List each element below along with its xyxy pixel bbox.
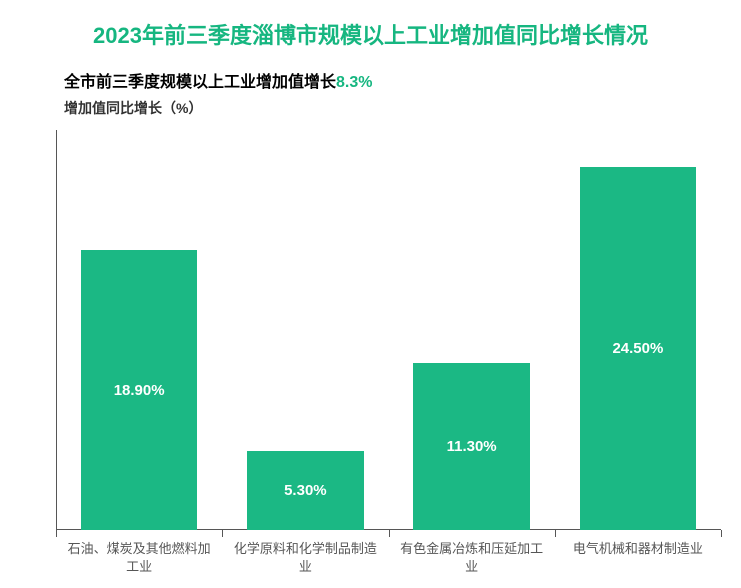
bar: 5.30% xyxy=(247,451,363,530)
x-tick-label: 电气机械和器材制造业 xyxy=(573,540,703,558)
bars-container: 18.90% 5.30% 11.30% 24.50% xyxy=(56,130,721,530)
bar: 18.90% xyxy=(81,250,197,530)
bar-value-label: 5.30% xyxy=(284,482,327,499)
bar-slot: 18.90% xyxy=(56,130,222,530)
x-tick: 化学原料和化学制品制造业 xyxy=(222,532,388,588)
bar-value-label: 24.50% xyxy=(612,340,663,357)
x-tick-label: 化学原料和化学制品制造业 xyxy=(234,540,377,575)
bar-slot: 24.50% xyxy=(555,130,721,530)
plot-area: 18.90% 5.30% 11.30% 24.50% xyxy=(56,130,721,530)
x-tick-label: 石油、煤炭及其他燃料加工业 xyxy=(68,540,211,575)
x-tick-mark xyxy=(721,530,722,537)
bar: 24.50% xyxy=(580,167,696,530)
subtitle-prefix: 全市前三季度规模以上工业增加值增长 xyxy=(64,74,336,91)
bar-value-label: 18.90% xyxy=(114,382,165,399)
bar-value-label: 11.30% xyxy=(447,438,497,455)
bar-slot: 11.30% xyxy=(389,130,555,530)
x-ticks-container: 石油、煤炭及其他燃料加工业化学原料和化学制品制造业有色金属冶炼和压延加工业 电气机… xyxy=(56,532,721,588)
x-tick: 电气机械和器材制造业 xyxy=(555,532,721,588)
bar-slot: 5.30% xyxy=(222,130,388,530)
x-tick: 有色金属冶炼和压延加工业 xyxy=(389,532,555,588)
x-tick: 石油、煤炭及其他燃料加工业 xyxy=(56,532,222,588)
x-tick-label: 有色金属冶炼和压延加工业 xyxy=(400,540,543,575)
subtitle-wrap: 全市前三季度规模以上工业增加值增长8.3% xyxy=(0,50,741,92)
y-axis-label: 增加值同比增长（%） xyxy=(0,92,741,118)
bar: 11.30% xyxy=(413,363,529,530)
subtitle-highlight: 8.3% xyxy=(336,74,372,91)
chart-title: 2023年前三季度淄博市规模以上工业增加值同比增长情况 xyxy=(0,0,741,50)
